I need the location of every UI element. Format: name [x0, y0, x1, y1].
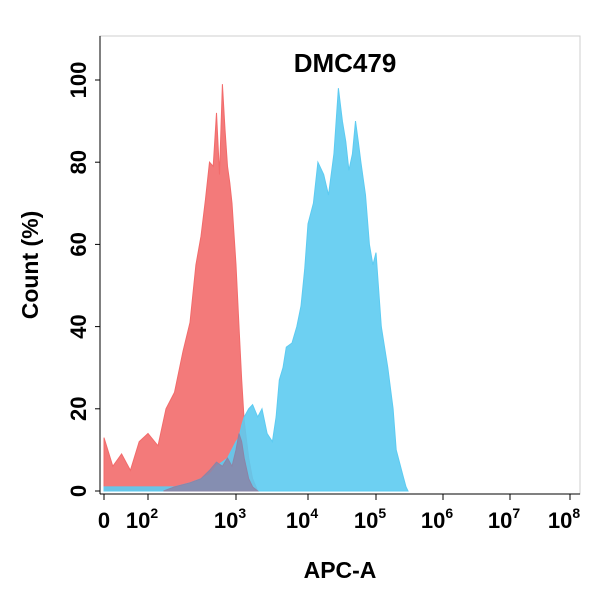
histogram-series-3: [163, 433, 260, 492]
x-tick-exponent: 2: [150, 505, 158, 521]
y-tick-label: 20: [66, 397, 91, 421]
x-axis-label: APC-A: [304, 557, 377, 583]
x-tick-exponent: 8: [572, 505, 580, 521]
x-tick-exponent: 4: [310, 505, 318, 521]
x-tick-label: 104: [286, 505, 318, 533]
x-tick-exponent: 7: [512, 505, 520, 521]
x-tick-label: 108: [548, 505, 580, 533]
y-tick-label: 80: [66, 150, 91, 174]
y-tick-label: 100: [66, 62, 91, 99]
x-tick-exponent: 5: [378, 505, 386, 521]
histogram-series-2: [103, 88, 409, 492]
x-tick-exponent: 3: [238, 505, 246, 521]
x-tick-label: 0: [98, 508, 110, 533]
y-axis-label: Count (%): [17, 211, 43, 320]
y-tick-label: 0: [66, 485, 91, 497]
x-tick-label: 105: [354, 505, 386, 533]
y-tick-label: 60: [66, 232, 91, 256]
x-tick-label: 103: [214, 505, 246, 533]
histogram-series-1: [103, 84, 259, 492]
chart-title: DMC479: [294, 48, 397, 78]
x-tick-label: 102: [126, 505, 158, 533]
x-tick-label: 107: [488, 505, 520, 533]
x-tick-exponent: 6: [445, 505, 453, 521]
x-tick-label: 106: [421, 505, 453, 533]
y-tick-label: 40: [66, 314, 91, 338]
